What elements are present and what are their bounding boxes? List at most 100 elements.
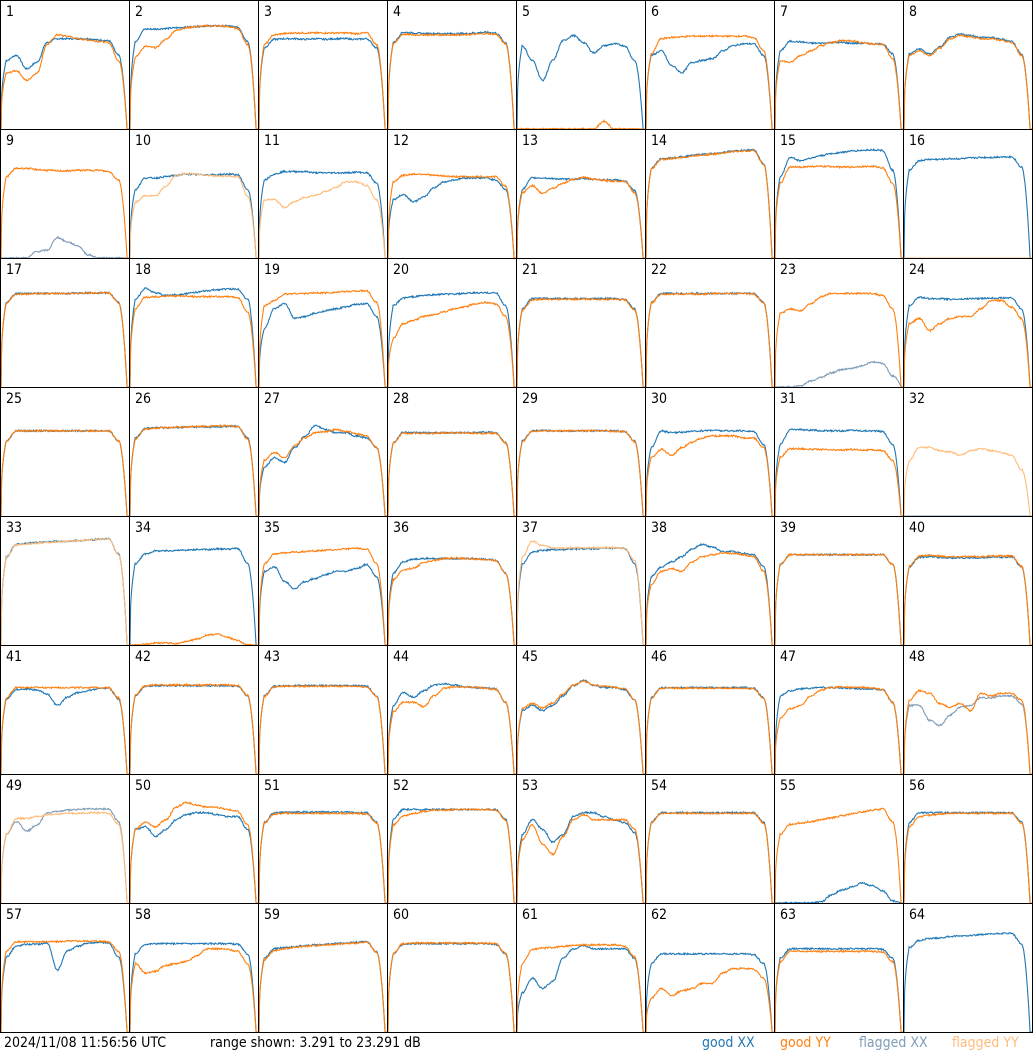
spectrum-panel: 32 [904, 388, 1033, 517]
good-yy-line [259, 429, 387, 516]
good-xx-line [775, 882, 903, 903]
panel-label: 41 [6, 649, 23, 665]
good-yy-line [904, 813, 1032, 903]
panel-plot [904, 517, 1032, 645]
spectrum-panel: 54 [646, 775, 775, 904]
spectrum-panel: 7 [775, 1, 904, 130]
panel-label: 27 [264, 391, 281, 407]
spectrum-panel: 12 [388, 130, 517, 259]
spectrum-panel: 55 [775, 775, 904, 904]
spectrum-panel: 20 [388, 259, 517, 388]
good-xx-line [904, 556, 1032, 645]
spectrum-panel: 61 [517, 904, 646, 1033]
panel-label: 10 [135, 133, 152, 149]
panel-label: 16 [909, 133, 926, 149]
good-xx-line [517, 298, 645, 387]
spectrum-panel: 41 [1, 646, 130, 775]
panel-plot [1, 1, 129, 129]
spectrum-panel: 35 [259, 517, 388, 646]
panel-label: 33 [6, 520, 23, 536]
spectrum-panel: 59 [259, 904, 388, 1033]
good-yy-line [388, 809, 516, 903]
panel-label: 40 [909, 520, 926, 536]
flagged-yy-line [1, 812, 129, 903]
panel-plot [775, 130, 903, 258]
good-xx-line [904, 933, 1032, 1032]
panel-label: 13 [522, 133, 539, 149]
panel-label: 28 [393, 391, 410, 407]
panel-label: 57 [6, 907, 23, 923]
good-xx-line [130, 943, 258, 1032]
panel-plot [259, 1, 387, 129]
panel-label: 15 [780, 133, 797, 149]
panel-label: 42 [135, 649, 152, 665]
spectrum-panel: 57 [1, 904, 130, 1033]
panel-label: 47 [780, 649, 797, 665]
spectrum-panel: 33 [1, 517, 130, 646]
panel-label: 51 [264, 778, 281, 794]
panel-plot [904, 130, 1032, 258]
good-xx-line [646, 293, 774, 387]
good-yy-line [646, 687, 774, 774]
good-yy-line [130, 25, 258, 129]
good-xx-line [646, 544, 774, 645]
panel-plot [388, 904, 516, 1032]
good-yy-line [646, 968, 774, 1032]
panel-label: 52 [393, 778, 410, 794]
flagged-yy-line [1, 538, 129, 645]
good-xx-line [1, 292, 129, 387]
spectrum-panel: 31 [775, 388, 904, 517]
spectrum-panel: 29 [517, 388, 646, 517]
good-xx-line [130, 426, 258, 516]
panel-plot [1, 130, 129, 258]
good-xx-line [130, 685, 258, 774]
good-xx-line [775, 41, 903, 129]
good-xx-line [130, 25, 258, 129]
panel-label: 31 [780, 391, 797, 407]
panel-label: 63 [780, 907, 797, 923]
good-xx-line [646, 812, 774, 903]
good-yy-line [130, 295, 258, 387]
good-xx-line [259, 941, 387, 1032]
good-xx-line [1, 38, 129, 129]
panel-plot [646, 517, 774, 645]
good-xx-line [646, 953, 774, 1032]
flagged-yy-line [130, 173, 258, 258]
good-xx-line [259, 685, 387, 774]
spectrum-panel: 39 [775, 517, 904, 646]
panel-label: 36 [393, 520, 410, 536]
panel-plot [259, 517, 387, 645]
panel-label: 18 [135, 262, 152, 278]
good-xx-line [775, 687, 903, 774]
good-xx-line [1, 688, 129, 775]
spectrum-panel: 4 [388, 1, 517, 130]
panel-plot [775, 517, 903, 645]
panel-plot [259, 904, 387, 1032]
spectrum-panel: 52 [388, 775, 517, 904]
good-xx-line [259, 171, 387, 258]
good-xx-line [388, 943, 516, 1032]
panel-label: 54 [651, 778, 668, 794]
panel-label: 58 [135, 907, 152, 923]
panel-plot [517, 517, 645, 645]
panel-plot [130, 1, 258, 129]
good-xx-line [388, 683, 516, 774]
panel-label: 25 [6, 391, 23, 407]
panel-plot [646, 388, 774, 516]
good-yy-line [130, 425, 258, 516]
good-yy-line [775, 951, 903, 1032]
good-xx-line [646, 149, 774, 258]
good-yy-line [1, 430, 129, 516]
spectrum-panel: 11 [259, 130, 388, 259]
spectrum-panel: 2 [130, 1, 259, 130]
flagged-yy-line [904, 447, 1032, 516]
spectrum-panel: 27 [259, 388, 388, 517]
spectrum-panel: 53 [517, 775, 646, 904]
spectrum-panel: 10 [130, 130, 259, 259]
flagged-yy-line [517, 541, 645, 645]
panel-plot [646, 775, 774, 903]
good-yy-line [388, 302, 516, 387]
panel-label: 55 [780, 778, 797, 794]
spectrum-panel: 23 [775, 259, 904, 388]
panel-plot [130, 388, 258, 516]
